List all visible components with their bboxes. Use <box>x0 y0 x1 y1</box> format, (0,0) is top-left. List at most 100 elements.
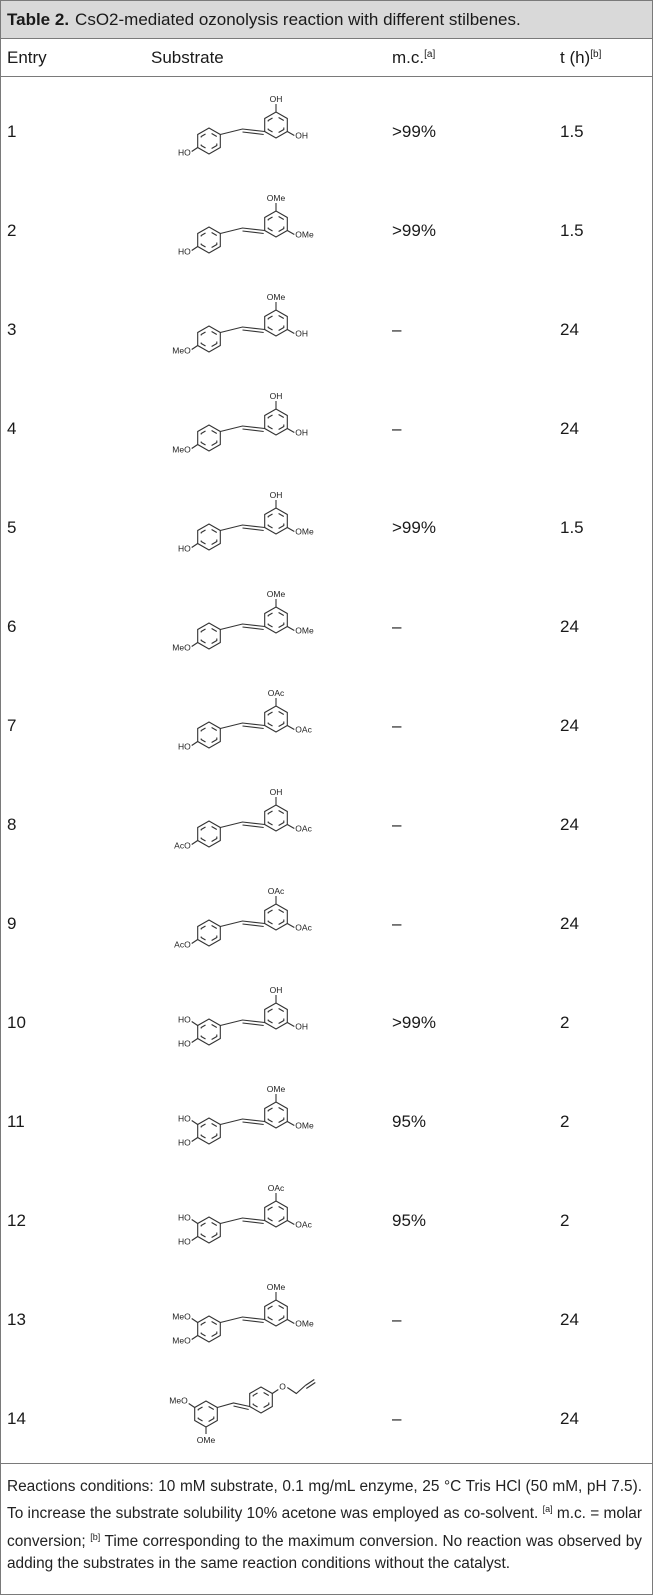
substituent-top: OMe <box>267 292 286 302</box>
cell-t: 24 <box>560 815 579 834</box>
table-row: 12 95% 2 OAc OAc HO HO <box>1 1166 652 1265</box>
cell-t: 24 <box>560 320 579 339</box>
header-t-note: [b] <box>590 49 602 60</box>
stilbene-structure: OMe OMe HO HO <box>151 1071 371 1163</box>
footnote-a-text: m.c. = molar conversion; <box>7 1505 642 1550</box>
substituent-para: HO <box>178 544 191 554</box>
cell-entry: 11 <box>7 1112 25 1131</box>
substituent-para: MeO <box>172 643 191 653</box>
cell-entry: 13 <box>7 1310 26 1329</box>
table-row: 4 – 24 OH OH MeO <box>1 374 652 473</box>
substituent-top: OH <box>270 391 283 401</box>
table-body: 1 >99% 1.5 OH OH HO 2 >99% 1.5 OMe OMe HO 3–24 OMe OH M… <box>1 77 652 1464</box>
cell-t: 24 <box>560 617 579 636</box>
substituent-right: OH <box>295 131 308 141</box>
cell-mc: – <box>392 1310 402 1329</box>
substituent-meta: MeO <box>172 1312 191 1322</box>
substituent-top: OMe <box>267 1084 286 1094</box>
substituent-right: OMe <box>295 230 314 240</box>
cell-mc: – <box>392 419 402 438</box>
stilbene-structure: OAc OAc HO <box>151 675 371 767</box>
stilbene-structure: OH OH MeO <box>151 378 371 470</box>
header-t: t (h)[b] <box>560 48 601 68</box>
table-label: Table 2. <box>7 9 70 29</box>
cell-mc: 95% <box>392 1211 427 1230</box>
table-row: 9 – 24 OAc OAc AcO <box>1 869 652 968</box>
substituent-right: OAc <box>295 824 312 834</box>
table-row: 8 – 24 OH OAc AcO <box>1 770 652 869</box>
substituent-meta: HO <box>178 1114 191 1124</box>
substituent-meta: MeO <box>169 1396 188 1406</box>
substituent-top: OAc <box>268 886 285 896</box>
substituent-para: HO <box>178 742 191 752</box>
stilbene-structure: OMe OH MeO <box>151 279 371 371</box>
substituent-para: HO <box>178 247 191 257</box>
cell-t: 2 <box>560 1013 570 1032</box>
substituent-top: OMe <box>267 193 286 203</box>
substituent-right: OMe <box>295 626 314 636</box>
stilbene-structure: OAc OAc AcO <box>151 873 371 965</box>
cell-t: 1.5 <box>560 221 584 240</box>
cell-mc: >99% <box>392 122 436 141</box>
substituent-meta: HO <box>178 1015 191 1025</box>
cell-entry: 5 <box>7 518 17 537</box>
table-row: 7 – 24 OAc OAc HO <box>1 671 652 770</box>
substituent-para: HO <box>178 1138 191 1148</box>
header-mc-text: m.c. <box>392 48 425 67</box>
cell-t: 2 <box>560 1211 570 1230</box>
cell-t: 24 <box>560 1409 579 1428</box>
header-substrate: Substrate <box>151 48 224 67</box>
cell-mc: – <box>392 716 402 735</box>
substituent-para: HO <box>178 1039 191 1049</box>
cell-mc: >99% <box>392 221 436 240</box>
table-caption: Table 2. CsO2-mediated ozonolysis reacti… <box>1 1 652 39</box>
cell-entry: 12 <box>7 1211 26 1230</box>
table-row: 5 >99% 1.5 OH OMe HO <box>1 473 652 572</box>
cell-t: 1.5 <box>560 518 584 537</box>
stilbene-structure: OH OMe HO <box>151 477 371 569</box>
cell-entry: 3 <box>7 320 17 339</box>
stilbene-structure: MeO OMe O <box>151 1368 371 1460</box>
substituent-para: MeO <box>172 1336 191 1346</box>
header-entry: Entry <box>7 48 47 67</box>
stilbene-structure: OMe OMe MeO MeO <box>151 1269 371 1361</box>
header-mc-note: [a] <box>424 49 436 60</box>
substituent-right: OMe <box>295 527 314 537</box>
cell-mc: – <box>392 914 402 933</box>
substituent-top: OMe <box>267 589 286 599</box>
substituent-para: MeO <box>172 346 191 356</box>
substituent-top: OH <box>270 490 283 500</box>
cell-mc: 95% <box>392 1112 427 1131</box>
substituent-top: OAc <box>268 1183 285 1193</box>
cell-mc: >99% <box>392 518 436 537</box>
table-row: 6 – 24 OMe OMe MeO <box>1 572 652 671</box>
substituent-top: OH <box>270 787 283 797</box>
cell-t: 1.5 <box>560 122 584 141</box>
cell-entry: 10 <box>7 1013 26 1032</box>
header-mc: m.c.[a] <box>392 48 435 68</box>
cell-mc: – <box>392 320 402 339</box>
substituent-top: OH <box>270 94 283 104</box>
table-row: 13 – 24 OMe OMe MeO MeO <box>1 1265 652 1364</box>
table-footnote: Reactions conditions: 10 mM substrate, 0… <box>1 1464 652 1576</box>
table-row: 1 >99% 1.5 OH OH HO <box>1 77 652 176</box>
cell-mc: – <box>392 617 402 636</box>
table-header: Entry Substrate m.c.[a] t (h)[b] <box>1 39 652 77</box>
cell-entry: 1 <box>7 122 17 141</box>
table-title: CsO2-mediated ozonolysis reaction with d… <box>75 9 521 29</box>
substituent-right: OMe <box>295 1121 314 1131</box>
stilbene-structure: OH OH HO HO <box>151 972 371 1064</box>
footnote-conditions: Reactions conditions: 10 mM substrate, 0… <box>7 1478 642 1523</box>
substituent-right: OH <box>295 428 308 438</box>
cell-t: 24 <box>560 419 579 438</box>
stilbene-structure: OMe OMe MeO <box>151 576 371 668</box>
table-row: 14 – 24 MeO OMe O <box>1 1364 652 1463</box>
substituent-right: OAc <box>295 923 312 933</box>
substituent-para: AcO <box>174 841 191 851</box>
cell-mc: – <box>392 815 402 834</box>
footnote-b-mark: [b] <box>90 1531 101 1542</box>
cell-t: 24 <box>560 1310 579 1329</box>
substituent-right: OMe <box>295 1319 314 1329</box>
substituent-top: OMe <box>267 1282 286 1292</box>
